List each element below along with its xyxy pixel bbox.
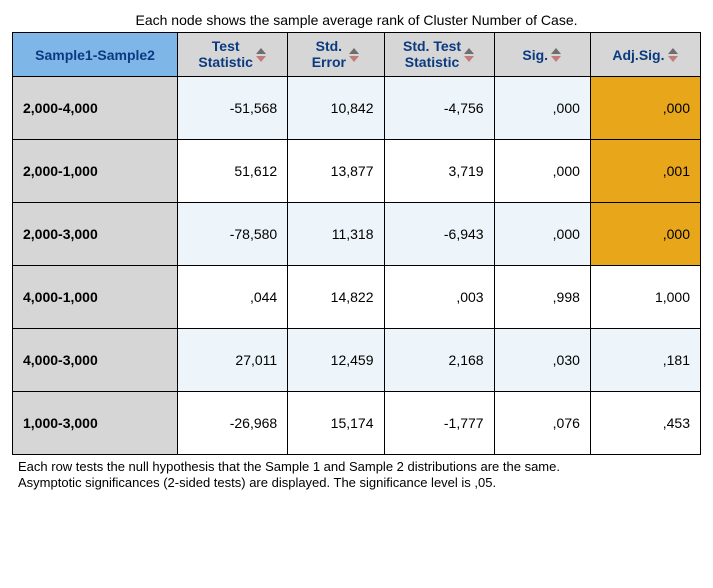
col-header[interactable]: Sig. [494, 33, 590, 77]
sort-icon[interactable] [463, 48, 475, 62]
cell-value: -78,580 [178, 203, 288, 266]
cell-value: ,000 [590, 203, 700, 266]
cell-value: -51,568 [178, 77, 288, 140]
col-header[interactable]: Std.Error [288, 33, 384, 77]
cell-value: 51,612 [178, 140, 288, 203]
row-label: 2,000-4,000 [13, 77, 178, 140]
row-label: 4,000-1,000 [13, 266, 178, 329]
col-header-label: Std. TestStatistic [403, 39, 461, 70]
cell-value: -1,777 [384, 392, 494, 455]
cell-value: ,076 [494, 392, 590, 455]
table-row: 2,000-3,000-78,58011,318-6,943,000,000 [13, 203, 701, 266]
table-row: 2,000-4,000-51,56810,842-4,756,000,000 [13, 77, 701, 140]
row-label: 4,000-3,000 [13, 329, 178, 392]
row-label: 1,000-3,000 [13, 392, 178, 455]
col-header[interactable]: TestStatistic [178, 33, 288, 77]
cell-value: ,181 [590, 329, 700, 392]
table-row: 4,000-3,00027,01112,4592,168,030,181 [13, 329, 701, 392]
cell-value: -26,968 [178, 392, 288, 455]
table-row: 4,000-1,000,04414,822,003,9981,000 [13, 266, 701, 329]
col-header-sample: Sample1-Sample2 [13, 33, 178, 77]
sort-icon[interactable] [667, 48, 679, 62]
cell-value: ,001 [590, 140, 700, 203]
footnote-line1: Each row tests the null hypothesis that … [18, 459, 560, 474]
cell-value: -4,756 [384, 77, 494, 140]
row-label: 2,000-3,000 [13, 203, 178, 266]
cell-value: 14,822 [288, 266, 384, 329]
sort-icon[interactable] [348, 48, 360, 62]
col-header-label: Sample1-Sample2 [35, 48, 155, 63]
cell-value: 10,842 [288, 77, 384, 140]
cell-value: 2,168 [384, 329, 494, 392]
col-header-label: Adj.Sig. [612, 48, 664, 63]
pairwise-table: Sample1-Sample2 TestStatistic Std.Error Std… [12, 32, 701, 455]
caption-top: Each node shows the sample average rank … [12, 12, 701, 28]
footnote: Each row tests the null hypothesis that … [18, 459, 695, 492]
sort-icon[interactable] [255, 48, 267, 62]
cell-value: ,000 [494, 140, 590, 203]
table-row: 2,000-1,00051,61213,8773,719,000,001 [13, 140, 701, 203]
cell-value: -6,943 [384, 203, 494, 266]
cell-value: ,030 [494, 329, 590, 392]
cell-value: 13,877 [288, 140, 384, 203]
cell-value: ,000 [494, 203, 590, 266]
col-header[interactable]: Adj.Sig. [590, 33, 700, 77]
cell-value: ,000 [590, 77, 700, 140]
cell-value: ,003 [384, 266, 494, 329]
col-header-label: Sig. [522, 48, 548, 63]
cell-value: 1,000 [590, 266, 700, 329]
col-header-label: Std.Error [312, 39, 346, 70]
sort-icon[interactable] [550, 48, 562, 62]
col-header-label: TestStatistic [198, 39, 252, 70]
cell-value: 15,174 [288, 392, 384, 455]
row-label: 2,000-1,000 [13, 140, 178, 203]
cell-value: ,998 [494, 266, 590, 329]
table-row: 1,000-3,000-26,96815,174-1,777,076,453 [13, 392, 701, 455]
cell-value: ,044 [178, 266, 288, 329]
col-header[interactable]: Std. TestStatistic [384, 33, 494, 77]
cell-value: ,000 [494, 77, 590, 140]
cell-value: 27,011 [178, 329, 288, 392]
cell-value: ,453 [590, 392, 700, 455]
cell-value: 3,719 [384, 140, 494, 203]
footnote-line2: Asymptotic significances (2-sided tests)… [18, 475, 496, 490]
cell-value: 12,459 [288, 329, 384, 392]
cell-value: 11,318 [288, 203, 384, 266]
